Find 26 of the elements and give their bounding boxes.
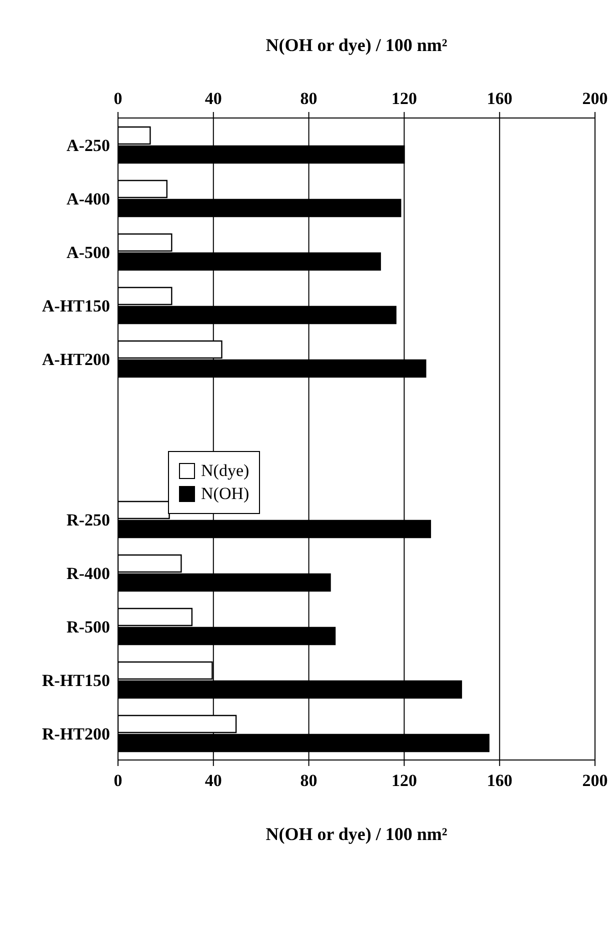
x-tick-label: 120	[391, 771, 417, 790]
x2-tick-label: 40	[204, 89, 222, 108]
y-tick-label: R-HT200	[42, 724, 110, 744]
y-tick-label: A-500	[66, 242, 110, 262]
y-tick-label: R-250	[66, 510, 110, 530]
y-tick-label: A-250	[66, 136, 110, 155]
x2-tick-label: 120	[391, 89, 417, 108]
y-tick-label: R-400	[66, 564, 110, 583]
x-tick-label: 80	[300, 771, 318, 790]
x2-tick-label: 80	[300, 89, 318, 108]
x-tick-label: 200	[582, 771, 608, 790]
legend-label: N(OH)	[201, 484, 250, 504]
x-tick-label: 0	[114, 771, 122, 790]
y-tick-label: R-500	[66, 617, 110, 636]
x2-tick-label: 0	[114, 89, 122, 108]
x-axis-title: N(OH or dye) / 100 nm²	[266, 824, 448, 844]
x-tick-label: 160	[486, 771, 512, 790]
y-tick-label: A-HT150	[42, 296, 110, 316]
x2-tick-label: 160	[486, 89, 512, 108]
y-tick-label: R-HT150	[42, 670, 110, 690]
x2-tick-label: 200	[582, 89, 608, 108]
y-tick-label: A-400	[66, 189, 110, 208]
y-tick-label: A-HT200	[42, 350, 110, 369]
legend-label: N(dye)	[201, 461, 250, 481]
x2-axis-title: N(OH or dye) / 100 nm²	[266, 34, 448, 55]
x-tick-label: 40	[204, 771, 222, 790]
